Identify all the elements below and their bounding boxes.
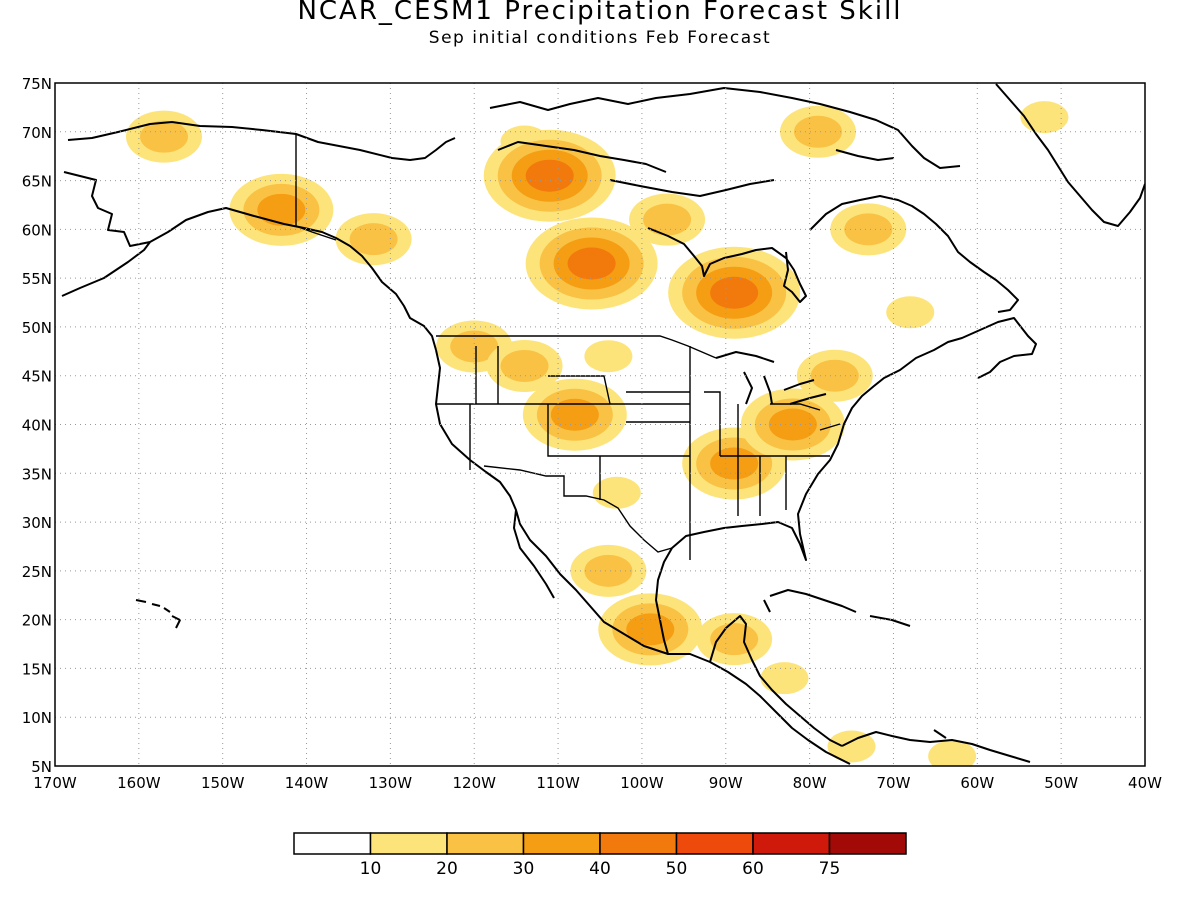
lat-tick-label: 10N [22, 709, 52, 727]
lon-tick-label: 60W [960, 774, 994, 792]
coastline-gulf [655, 317, 1037, 655]
colorbar-swatch [293, 832, 372, 855]
map-subtitle: Sep initial conditions Feb Forecast [428, 28, 772, 48]
skill-region [886, 296, 935, 329]
colorbar-swatch [828, 832, 907, 855]
lat-tick-label: 40N [22, 417, 52, 435]
skill-region [349, 223, 398, 256]
lon-tick-label: 140W [285, 774, 329, 792]
skill-region [626, 613, 675, 646]
border-us-mexico [483, 465, 673, 553]
skill-region [710, 276, 759, 309]
lat-tick-label: 50N [22, 319, 52, 337]
lat-lon-grid [55, 83, 1145, 766]
lat-tick-label: 20N [22, 612, 52, 630]
political-borders-layer [295, 134, 841, 560]
lat-tick-label: 65N [22, 173, 52, 191]
lon-tick-label: 90W [709, 774, 743, 792]
coastline-greenland [995, 83, 1145, 227]
lon-tick-label: 40W [1128, 774, 1162, 792]
colorbar-label: 50 [666, 859, 688, 879]
colorbar-swatch [752, 832, 831, 855]
coastline-hawaii [135, 599, 181, 629]
lon-tick-label: 80W [793, 774, 827, 792]
coastline-labrador [809, 195, 1019, 313]
lon-tick-label: 120W [452, 774, 496, 792]
lat-tick-label: 45N [22, 368, 52, 386]
skill-region [140, 120, 188, 153]
lat-tick-label: 75N [22, 75, 52, 93]
skill-region [794, 115, 842, 148]
lon-tick-label: 110W [536, 774, 580, 792]
skill-region [768, 408, 817, 441]
lat-tick-label: 25N [22, 563, 52, 581]
colorbar-swatch [675, 832, 754, 855]
colorbar-label: 60 [742, 859, 764, 879]
coastline-arctic-islands [489, 87, 961, 197]
skill-region [760, 662, 809, 695]
lon-tick-label: 100W [620, 774, 664, 792]
border-us-states [436, 346, 841, 560]
colorbar-label: 20 [436, 859, 458, 879]
colorbar-swatch [369, 832, 448, 855]
coastline-south-america [841, 729, 1031, 763]
colorbar-swatch [599, 832, 678, 855]
coastline-layer [61, 83, 1145, 765]
lon-tick-label: 170W [33, 774, 77, 792]
map-title: NCAR_CESM1 Precipitation Forecast Skill [297, 0, 903, 26]
coastline-caribbean [763, 589, 911, 627]
axis-tick-labels: 170W 160W 150W 140W 130W 120W 110W 100W 90W 80W 70… [22, 75, 1162, 792]
skill-region [810, 359, 859, 392]
colorbar-label: 40 [589, 859, 611, 879]
coastline-hudson-bay [647, 227, 807, 303]
colorbar-label: 30 [513, 859, 535, 879]
skill-region [827, 730, 876, 763]
lat-tick-label: 55N [22, 270, 52, 288]
border-us-canada [436, 335, 717, 359]
skill-region [928, 740, 977, 766]
skill-region [710, 447, 759, 480]
skill-region [550, 398, 599, 431]
skill-region [500, 349, 549, 382]
colorbar-label: 10 [360, 859, 382, 879]
colorbar-swatch [522, 832, 601, 855]
skill-region [844, 213, 893, 246]
skill-region [567, 247, 616, 280]
lat-tick-label: 5N [31, 758, 52, 776]
lat-tick-label: 70N [22, 124, 52, 142]
skill-region [643, 203, 692, 236]
lon-tick-label: 160W [117, 774, 161, 792]
skill-region [525, 159, 574, 192]
lat-tick-label: 15N [22, 660, 52, 678]
colorbar-label: 75 [819, 859, 841, 879]
coastline-west [435, 349, 851, 765]
colorbar-swatch [446, 832, 525, 855]
skill-region [1020, 101, 1069, 134]
lon-tick-label: 70W [877, 774, 911, 792]
plot-frame [54, 82, 1146, 767]
lat-tick-label: 35N [22, 465, 52, 483]
lat-tick-label: 60N [22, 221, 52, 239]
lon-tick-label: 150W [201, 774, 245, 792]
skill-shading-layer [126, 101, 1069, 766]
border-alaska-canada [295, 134, 337, 241]
lon-tick-label: 130W [369, 774, 413, 792]
skill-region [257, 193, 306, 226]
lat-tick-label: 30N [22, 514, 52, 532]
colorbar: 10 20 30 40 50 60 75 [293, 832, 907, 879]
lon-tick-label: 50W [1044, 774, 1078, 792]
skill-region [450, 330, 499, 363]
skill-region [584, 340, 633, 373]
skill-region [584, 554, 633, 587]
coastline-great-lakes [715, 351, 827, 405]
